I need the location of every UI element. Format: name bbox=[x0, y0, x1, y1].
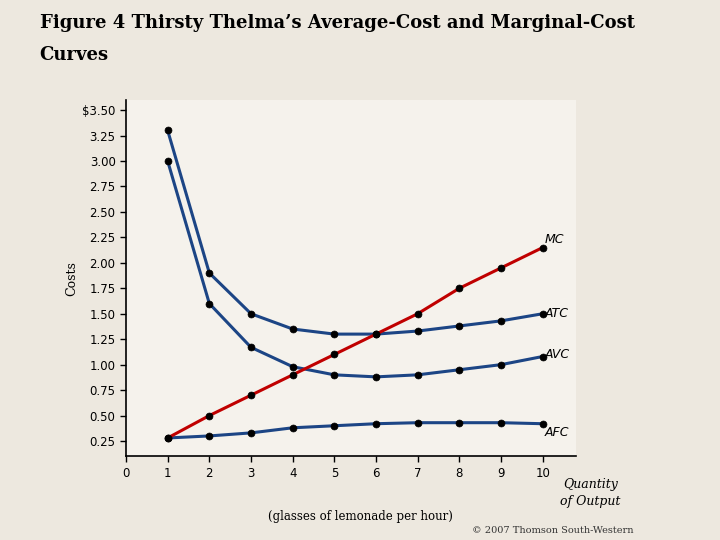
Text: © 2007 Thomson South-Western: © 2007 Thomson South-Western bbox=[472, 525, 634, 535]
Text: Quantity: Quantity bbox=[563, 478, 618, 491]
Text: of Output: of Output bbox=[560, 495, 621, 508]
Y-axis label: Costs: Costs bbox=[65, 261, 78, 295]
Text: AVC: AVC bbox=[545, 348, 570, 361]
Text: Figure 4 Thirsty Thelma’s Average-Cost and Marginal-Cost: Figure 4 Thirsty Thelma’s Average-Cost a… bbox=[40, 14, 634, 31]
Text: ATC: ATC bbox=[545, 307, 569, 320]
Text: MC: MC bbox=[545, 233, 564, 246]
Text: AFC: AFC bbox=[545, 426, 570, 439]
Text: Curves: Curves bbox=[40, 46, 109, 64]
Text: (glasses of lemonade per hour): (glasses of lemonade per hour) bbox=[268, 510, 452, 523]
